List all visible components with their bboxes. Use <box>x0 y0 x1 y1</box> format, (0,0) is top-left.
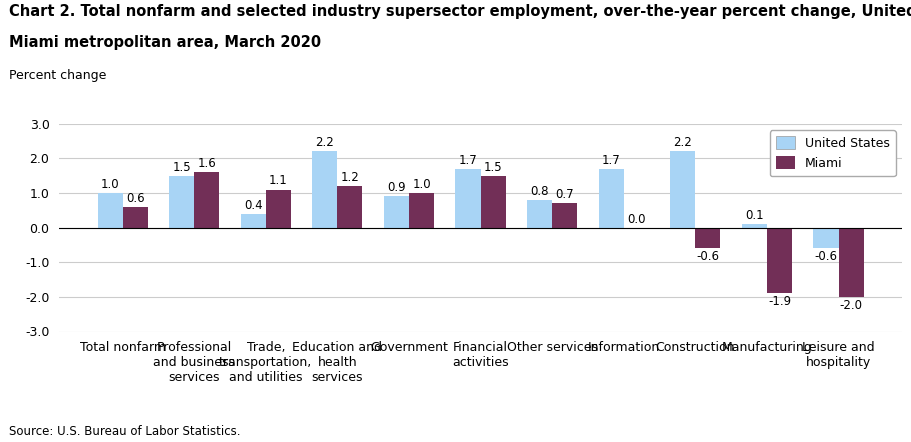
Bar <box>695 228 721 248</box>
Text: 1.5: 1.5 <box>172 160 191 174</box>
Bar <box>312 152 337 228</box>
Bar <box>670 152 695 228</box>
Text: 1.6: 1.6 <box>198 157 216 170</box>
Text: 0.9: 0.9 <box>387 181 405 194</box>
Text: 2.2: 2.2 <box>673 137 692 149</box>
Bar <box>599 169 624 228</box>
Bar <box>552 203 578 228</box>
Text: Miami metropolitan area, March 2020: Miami metropolitan area, March 2020 <box>9 35 322 50</box>
Bar <box>337 186 363 228</box>
Bar <box>97 193 123 228</box>
Bar <box>409 193 434 228</box>
Text: -2.0: -2.0 <box>840 299 863 312</box>
Bar <box>742 224 767 228</box>
Text: 1.7: 1.7 <box>458 154 477 167</box>
Text: -0.6: -0.6 <box>696 251 720 263</box>
Text: 0.4: 0.4 <box>244 199 262 212</box>
Text: 2.2: 2.2 <box>315 137 334 149</box>
Text: 0.6: 0.6 <box>126 192 145 205</box>
Bar <box>767 228 792 293</box>
Text: 0.1: 0.1 <box>745 209 763 222</box>
Bar <box>241 214 266 228</box>
Text: -1.9: -1.9 <box>768 296 791 309</box>
Text: 0.7: 0.7 <box>556 188 574 201</box>
Text: 1.2: 1.2 <box>341 171 359 184</box>
Text: Chart 2. Total nonfarm and selected industry supersector employment, over-the-ye: Chart 2. Total nonfarm and selected indu… <box>9 4 911 19</box>
Text: -0.6: -0.6 <box>814 251 837 263</box>
Text: 0.0: 0.0 <box>627 213 646 225</box>
Text: 0.8: 0.8 <box>530 185 548 198</box>
Bar <box>169 175 194 228</box>
Bar <box>481 175 506 228</box>
Legend: United States, Miami: United States, Miami <box>770 130 896 176</box>
Text: 1.5: 1.5 <box>484 160 502 174</box>
Text: Percent change: Percent change <box>9 69 107 81</box>
Bar <box>123 207 148 228</box>
Text: 1.1: 1.1 <box>269 175 288 187</box>
Text: Source: U.S. Bureau of Labor Statistics.: Source: U.S. Bureau of Labor Statistics. <box>9 425 241 438</box>
Bar <box>266 190 291 228</box>
Bar <box>194 172 220 228</box>
Text: 1.0: 1.0 <box>101 178 119 191</box>
Bar <box>384 196 409 228</box>
Text: 1.0: 1.0 <box>412 178 431 191</box>
Bar <box>838 228 864 297</box>
Bar <box>527 200 552 228</box>
Bar <box>456 169 481 228</box>
Text: 1.7: 1.7 <box>602 154 620 167</box>
Bar <box>814 228 838 248</box>
